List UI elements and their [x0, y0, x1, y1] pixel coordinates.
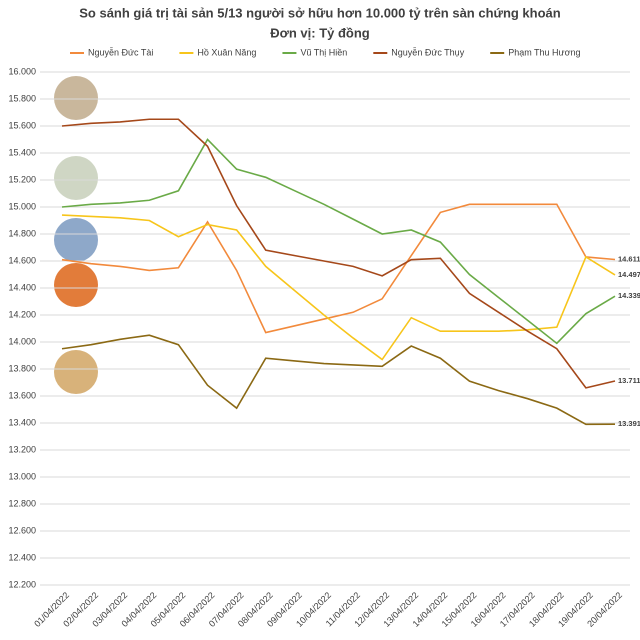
portrait — [54, 350, 98, 394]
y-tick-label: 15.800 — [8, 93, 36, 103]
series-line — [61, 334, 616, 426]
grid — [40, 71, 630, 586]
series-line — [61, 203, 616, 334]
legend-label: Phạm Thu Hương — [508, 47, 580, 57]
y-tick-label: 12.200 — [8, 579, 36, 589]
y-tick-label: 14.000 — [8, 336, 36, 346]
y-tick-label: 13.200 — [8, 444, 36, 454]
series-line — [61, 118, 616, 389]
portraits — [54, 76, 98, 394]
y-tick-label: 13.800 — [8, 363, 36, 373]
y-tick-label: 16.000 — [8, 66, 36, 76]
legend-label: Vũ Thị Hiền — [300, 47, 347, 57]
y-tick-label: 14.800 — [8, 228, 36, 238]
portrait — [54, 218, 98, 262]
y-tick-label: 12.400 — [8, 552, 36, 562]
portrait — [54, 263, 98, 307]
y-tick-label: 13.400 — [8, 417, 36, 427]
portrait — [54, 76, 98, 120]
series-line — [61, 138, 616, 345]
portrait — [54, 156, 98, 200]
y-tick-label: 15.200 — [8, 174, 36, 184]
data-label: 13.711 — [618, 376, 640, 385]
y-tick-label: 12.600 — [8, 525, 36, 535]
y-tick-label: 15.000 — [8, 201, 36, 211]
legend-label: Nguyễn Đức Tài — [88, 47, 153, 57]
chart-title: So sánh giá trị tài sản 5/13 người sở hữ… — [79, 5, 561, 20]
data-label: 14.611 — [618, 254, 640, 263]
y-tick-label: 13.000 — [8, 471, 36, 481]
data-label: 14.497 — [618, 270, 640, 279]
y-tick-label: 15.400 — [8, 147, 36, 157]
data-label: 14.339 — [618, 291, 640, 300]
y-tick-label: 14.400 — [8, 282, 36, 292]
chart-subtitle: Đơn vị: Tỷ đồng — [270, 25, 370, 40]
y-tick-label: 14.200 — [8, 309, 36, 319]
y-tick-label: 15.600 — [8, 120, 36, 130]
data-label: 13.391 — [618, 419, 640, 428]
legend-label: Nguyễn Đức Thụy — [391, 47, 464, 57]
legend-label: Hồ Xuân Năng — [197, 47, 256, 57]
series-line — [61, 214, 616, 361]
y-tick-label: 13.600 — [8, 390, 36, 400]
y-tick-label: 14.600 — [8, 255, 36, 265]
y-tick-label: 12.800 — [8, 498, 36, 508]
